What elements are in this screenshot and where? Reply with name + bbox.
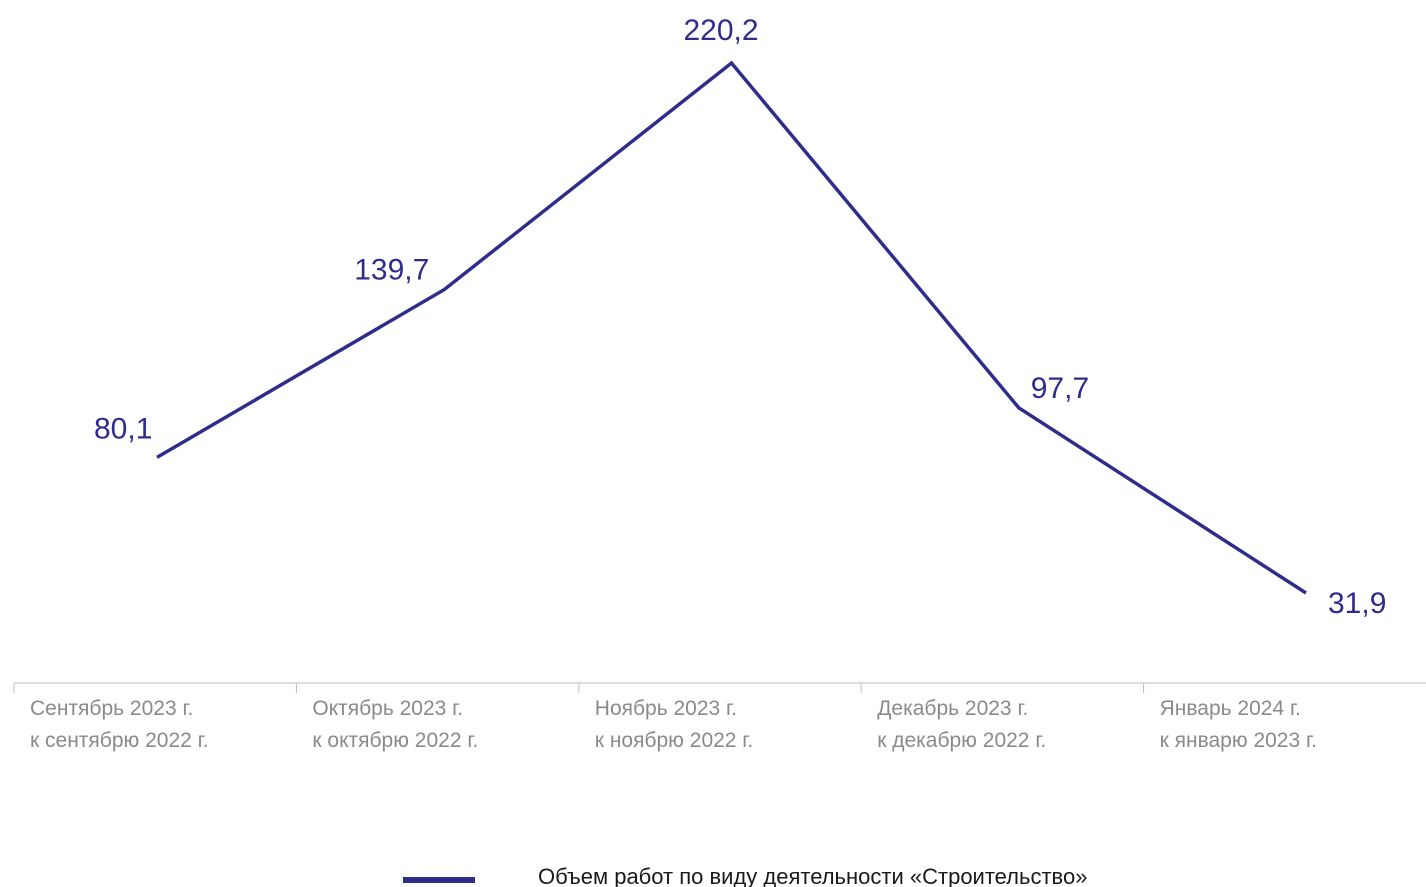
x-tick-label-comparison: к декабрю 2022 г. <box>877 729 1046 752</box>
x-tick-label: Октябрь 2023 г. к октябрю 2022 г. <box>312 697 478 752</box>
data-label: 139,7 <box>354 254 429 287</box>
data-label: 97,7 <box>1031 372 1089 405</box>
x-tick-label-month: Ноябрь 2023 г. <box>595 697 737 720</box>
x-tick-label: Январь 2024 г. к январю 2023 г. <box>1160 697 1317 752</box>
legend-label: Объем работ по виду деятельности «Строит… <box>538 864 1087 887</box>
data-label: 80,1 <box>94 412 152 445</box>
x-tick-label-comparison: к ноябрю 2022 г. <box>595 729 753 752</box>
series-group <box>156 60 1307 595</box>
x-tick-label: Ноябрь 2023 г. к ноябрю 2022 г. <box>595 697 753 752</box>
x-tick-label-month: Сентябрь 2023 г. <box>30 697 193 720</box>
legend: Объем работ по виду деятельности «Строит… <box>403 864 1087 887</box>
series-line <box>156 60 1307 595</box>
x-tick-label-comparison: к октябрю 2022 г. <box>312 729 478 752</box>
x-tick-label: Декабрь 2023 г. к декабрю 2022 г. <box>877 697 1046 752</box>
x-axis: Сентябрь 2023 г. к сентябрю 2022 г. Октябр… <box>13 682 1426 752</box>
data-labels: 80,1 139,7 220,2 97,7 31,9 <box>94 14 1386 620</box>
x-tick-label-month: Январь 2024 г. <box>1160 697 1301 720</box>
x-tick-label-comparison: к сентябрю 2022 г. <box>30 729 209 752</box>
data-label: 31,9 <box>1328 587 1386 620</box>
x-tick-label-comparison: к январю 2023 г. <box>1160 729 1317 752</box>
x-tick-label: Сентябрь 2023 г. к сентябрю 2022 г. <box>30 697 209 752</box>
x-tick-label-month: Декабрь 2023 г. <box>877 697 1028 720</box>
data-label: 220,2 <box>684 14 759 47</box>
x-tick-label-month: Октябрь 2023 г. <box>312 697 463 720</box>
